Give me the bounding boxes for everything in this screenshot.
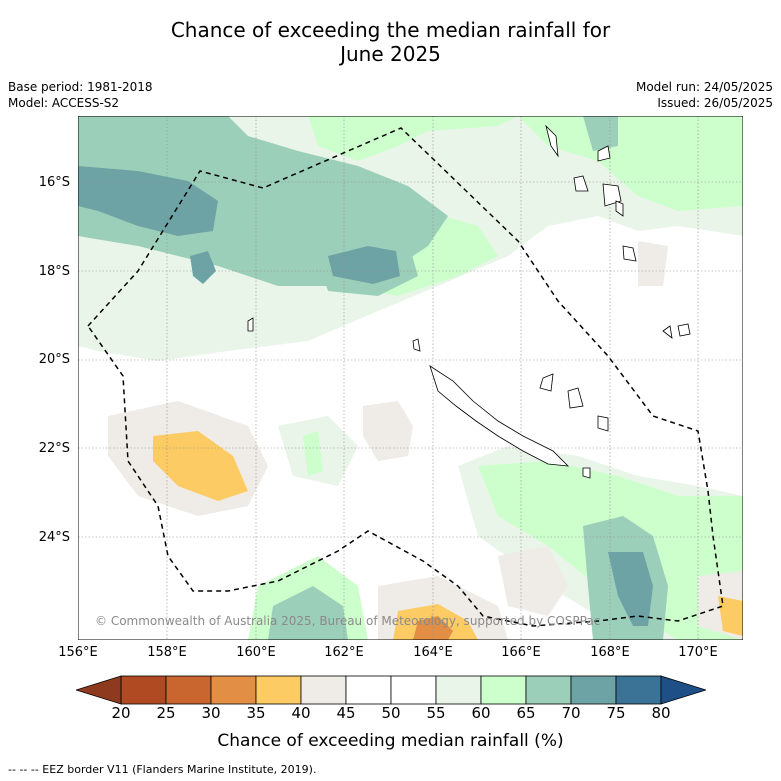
colorbar-cells	[120, 675, 662, 705]
lon-label-166e: 166°E	[501, 645, 541, 660]
model-run: Model run: 24/05/2025	[635, 80, 773, 94]
region-60-65-ne	[618, 116, 658, 171]
colorbar-cell	[615, 675, 662, 705]
colorbar-extend-low	[76, 675, 122, 705]
lat-label-16s: 16°S	[38, 175, 70, 190]
colorbar-cell	[120, 675, 167, 705]
colorbar-cell	[435, 675, 482, 705]
lon-label-156e: 156°E	[58, 645, 98, 660]
isle-small-2	[247, 317, 254, 332]
colorbar-cell	[165, 675, 212, 705]
new-caledonia-island	[429, 365, 570, 467]
colorbar-cell	[390, 675, 437, 705]
colorbar-tick-label: 40	[291, 704, 311, 722]
copyright-notice: © Commonwealth of Australia 2025, Bureau…	[95, 614, 601, 628]
region-65-70-south	[268, 586, 348, 640]
region-40-45-southeast	[498, 546, 568, 616]
lon-label-160e: 160°E	[236, 645, 276, 660]
region-35-40-southwest	[153, 431, 248, 501]
eez-legend-note: -- -- -- EEZ border V11 (Flanders Marine…	[8, 763, 317, 776]
lon-label-164e: 164°E	[413, 645, 453, 660]
region-60-65-north	[78, 116, 743, 211]
lon-label-170e: 170°E	[678, 645, 718, 660]
lat-label-22s: 22°S	[38, 441, 70, 456]
lat-label-24s: 24°S	[38, 530, 70, 545]
loyalty-island-1	[539, 373, 554, 392]
model-name: Model: ACCESS-S2	[8, 96, 120, 110]
lon-label-168e: 168°E	[590, 645, 630, 660]
region-70-75-southeast	[608, 552, 653, 626]
lon-label-162e: 162°E	[324, 645, 364, 660]
colorbar-label: Chance of exceeding median rainfall (%)	[217, 731, 564, 751]
coastlines	[247, 124, 691, 479]
meta-left: Base period: 1981-2018 Model: ACCESS-S2	[8, 79, 153, 111]
colorbar-cell	[300, 675, 347, 705]
colorbar-tick-label: 45	[336, 704, 356, 722]
region-65-70-cutout-a	[228, 116, 518, 161]
colorbar-cell	[525, 675, 572, 705]
colorbar-tick-label: 25	[156, 704, 176, 722]
colorbar-tick-label: 70	[561, 704, 581, 722]
region-70-75-small-west	[190, 251, 216, 284]
colorbar-tick-label: 80	[651, 704, 671, 722]
colorbar-cell	[480, 675, 527, 705]
colorbar-cell	[570, 675, 617, 705]
colorbar-cell	[345, 675, 392, 705]
title-line-2: June 2025	[340, 42, 441, 66]
region-40-45-central	[363, 401, 413, 461]
chart-title: Chance of exceeding the median rainfall …	[0, 18, 781, 66]
fiji-island-1	[677, 323, 691, 337]
isle-small-1	[582, 467, 591, 479]
colorbar-tick-label: 50	[381, 704, 401, 722]
base-period: Base period: 1981-2018	[8, 80, 153, 94]
colorbar-tick-label: 60	[471, 704, 491, 722]
colorbar-tick-label: 55	[426, 704, 446, 722]
region-65-70-ne	[583, 116, 618, 151]
fiji-island-2	[662, 325, 673, 339]
loyalty-island-2	[567, 387, 584, 409]
issued-date: Issued: 26/05/2025	[657, 96, 773, 110]
colorbar-cell	[255, 675, 302, 705]
colorbar-tick-label: 35	[246, 704, 266, 722]
colorbar-tick-label: 75	[606, 704, 626, 722]
vanuatu-island-4	[602, 183, 622, 207]
region-40-45-far-east	[638, 241, 668, 286]
loyalty-island-3	[597, 415, 609, 432]
colorbar-extend-high	[660, 675, 706, 705]
colorbar-tick-label: 20	[111, 704, 131, 722]
vanuatu-island-3	[573, 175, 589, 192]
lat-label-20s: 20°S	[38, 352, 70, 367]
region-70-75-east	[328, 246, 400, 284]
colorbar	[76, 675, 706, 705]
rainfall-map	[78, 116, 743, 640]
title-line-1: Chance of exceeding the median rainfall …	[170, 18, 611, 42]
lon-label-158e: 158°E	[147, 645, 187, 660]
lat-label-18s: 18°S	[38, 264, 70, 279]
vanuatu-island-5	[615, 200, 624, 217]
vanuatu-island-1	[545, 124, 559, 158]
colorbar-tick-label: 30	[201, 704, 221, 722]
vanuatu-island-6	[622, 245, 637, 262]
colorbar-tick-label: 65	[516, 704, 536, 722]
meta-right: Model run: 24/05/2025 Issued: 26/05/2025	[636, 79, 773, 111]
colorbar-cell	[210, 675, 257, 705]
isle-small-3	[412, 338, 421, 352]
vanuatu-island-2	[597, 145, 611, 162]
region-70-75-northwest	[78, 166, 218, 236]
graticule	[78, 116, 743, 640]
region-35-40-right	[718, 596, 743, 636]
region-60-65-small	[303, 431, 323, 476]
eez-border	[87, 127, 724, 627]
